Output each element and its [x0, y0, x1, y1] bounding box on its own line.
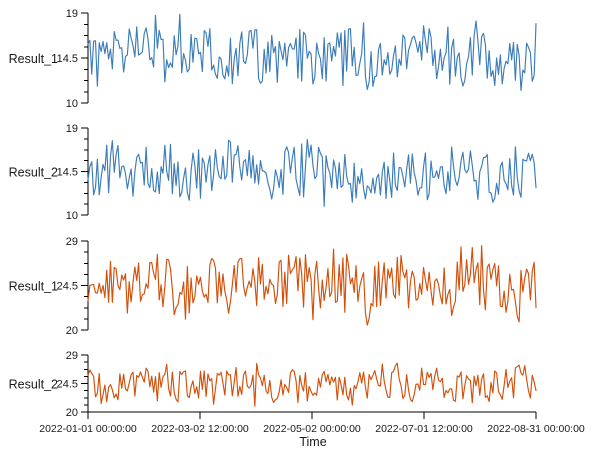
x-tick-label: 2022-07-01 12:00:00 [375, 423, 473, 435]
series-line-result_2 [87, 138, 537, 207]
panel-row-label: Result_2 [9, 378, 58, 392]
panel-row-label: Result_1 [9, 280, 58, 294]
y-tick-label: 24.5 [57, 281, 78, 293]
y-tick-label: 20 [66, 407, 78, 419]
y-tick-label: 19 [66, 123, 78, 135]
y-tick-label: 29 [66, 236, 78, 248]
panels-layer: 19 14.5 10 Result_1 19 14.5 10 Result_2 29 24.5 20… [9, 8, 537, 419]
y-tick-label: 10 [66, 210, 78, 222]
panel-4: 29 24.5 20 Result_2 [9, 350, 537, 419]
series-line-result_1 [87, 245, 537, 326]
series-line-result_2 [87, 362, 537, 407]
y-tick-label: 14.5 [57, 53, 78, 65]
x-tick-label: 2022-03-02 12:00:00 [151, 423, 249, 435]
panel-1: 19 14.5 10 Result_1 [9, 8, 537, 110]
panel-row-label: Result_2 [9, 166, 58, 180]
x-tick-label: 2022-01-01 00:00:00 [39, 423, 137, 435]
panel-2: 19 14.5 10 Result_2 [9, 123, 537, 222]
panel-3: 29 24.5 20 Result_1 [9, 236, 537, 337]
y-tick-label: 19 [66, 8, 78, 20]
x-tick-label: 2022-08-31 00:00:00 [487, 423, 585, 435]
y-tick-label: 14.5 [57, 167, 78, 179]
series-line-result_1 [87, 13, 537, 91]
y-tick-label: 20 [66, 325, 78, 337]
panel-row-label: Result_1 [9, 52, 58, 66]
x-axis: 2022-01-01 00:00:00 2022-03-02 12:00:00 20… [39, 411, 585, 435]
y-tick-label: 10 [66, 98, 78, 110]
x-tick-label: 2022-05-02 00:00:00 [263, 423, 361, 435]
y-tick-label: 24.5 [57, 379, 78, 391]
x-axis-title: Time [299, 435, 326, 449]
y-tick-label: 29 [66, 350, 78, 362]
